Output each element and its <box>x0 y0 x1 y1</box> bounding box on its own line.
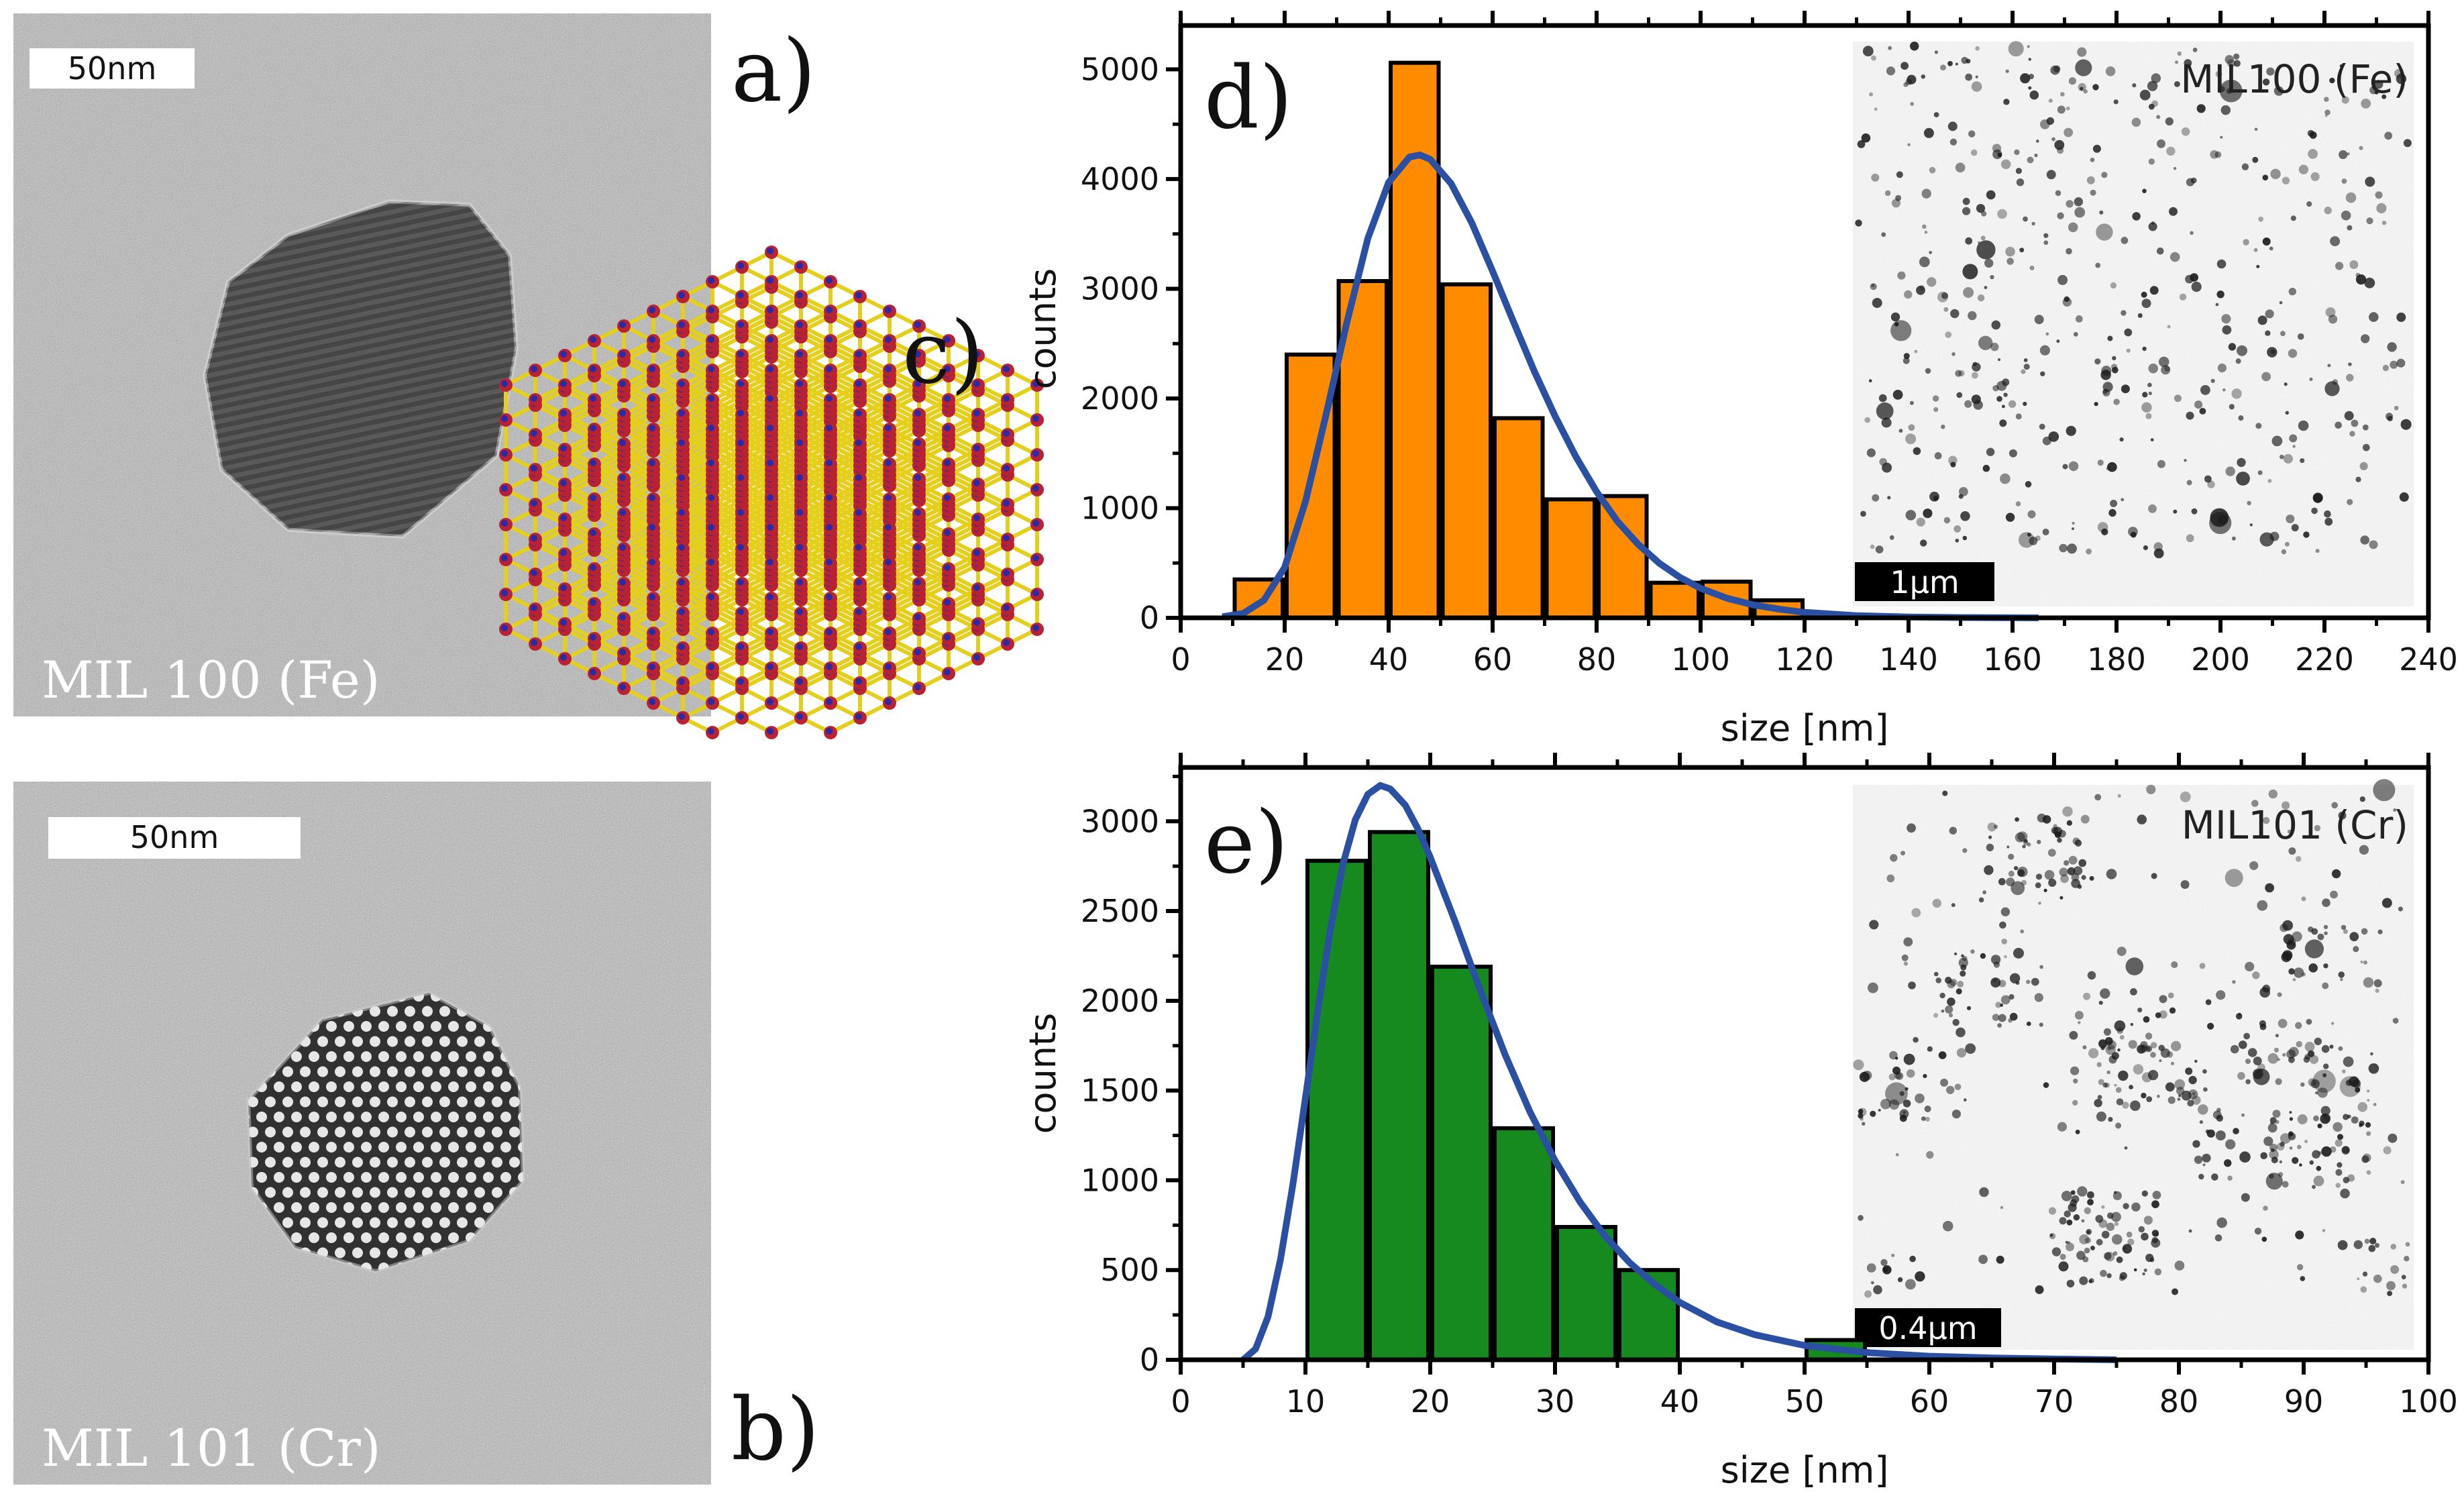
scalebar-a <box>30 48 195 89</box>
y-tick-label: 2000 <box>1081 983 1159 1019</box>
bar <box>1305 859 1368 1362</box>
x-tick-label: 10 <box>1286 1383 1326 1420</box>
fit-curve-e <box>1240 782 2117 1363</box>
y-tick-label: 4000 <box>1081 161 1159 197</box>
inset-scalebar-d-text: 1µm <box>1890 564 1959 600</box>
inset-scalebar-e-text: 0.4µm <box>1878 1310 1977 1346</box>
histogram-mil100-fe: 1µm MIL100 (Fe) 0 20 40 60 80 100 120 140 160 180… <box>1022 11 2458 749</box>
x-tick-label: 50 <box>1785 1383 1825 1420</box>
y-tick-label: 1500 <box>1081 1073 1159 1109</box>
inset-scalebar-e <box>1855 1308 2001 1347</box>
y-tick-label: 1000 <box>1081 1162 1159 1198</box>
inset-title-d: MIL100 (Fe) <box>2180 56 2408 102</box>
fit-curve-d <box>1222 152 2039 621</box>
inset-tem-mil101-cr: 0.4µm MIL101 (Cr) <box>1853 779 2414 1350</box>
bar <box>1493 416 1545 620</box>
x-tick-label: 240 <box>2399 641 2458 678</box>
panel-label-d: d) <box>1204 48 1293 148</box>
x-tick-label: 80 <box>2159 1383 2199 1420</box>
inset-tem-mil100-fe: 1µm MIL100 (Fe) <box>1853 41 2414 606</box>
bar <box>1430 965 1493 1362</box>
ticks-d: 0 20 40 60 80 100 120 140 160 180 200 220 240 0 1000 20… <box>1081 11 2458 678</box>
x-tick-label: 180 <box>2087 641 2146 678</box>
scalebar-b-text: 50nm <box>130 819 219 855</box>
x-tick-label: 40 <box>1660 1383 1700 1420</box>
y-tick-label: 2500 <box>1081 893 1159 929</box>
x-tick-label: 30 <box>1536 1383 1575 1420</box>
x-tick-label: 90 <box>2284 1383 2324 1420</box>
bars-e <box>1305 830 1867 1362</box>
scalebar-b <box>48 817 301 859</box>
histogram-mil101-cr: 0.4µm MIL101 (Cr) 0 10 20 30 40 50 60 70 80 90 100… <box>1022 753 2458 1491</box>
panel-label-e: e) <box>1204 793 1289 893</box>
bar <box>1597 494 1649 620</box>
x-tick-label: 100 <box>2399 1383 2458 1420</box>
bar <box>1617 1268 1680 1362</box>
y-tick-label: 0 <box>1140 600 1159 636</box>
ticks-e: 0 10 20 30 40 50 60 70 80 90 100050010001500200025… <box>1081 753 2458 1420</box>
panel-label-c: c) <box>902 303 984 403</box>
y-axis-title-e: counts <box>1022 1013 1064 1134</box>
tem-image-mil101-cr: 50nm MIL 101 (Cr) <box>13 782 711 1485</box>
x-tick-label: 80 <box>1577 641 1617 678</box>
x-tick-label: 70 <box>2035 1383 2074 1420</box>
x-axis-title-e: size [nm] <box>1721 1449 1889 1491</box>
bar <box>1544 497 1597 621</box>
bar <box>1555 1224 1617 1362</box>
caption-a: MIL 100 (Fe) <box>42 650 380 710</box>
y-tick-label: 1000 <box>1081 490 1159 526</box>
bar <box>1648 580 1701 620</box>
x-tick-label: 100 <box>1671 641 1730 678</box>
x-tick-label: 60 <box>1473 641 1513 678</box>
y-tick-label: 3000 <box>1081 270 1159 307</box>
bar <box>1389 60 1441 620</box>
x-tick-label: 220 <box>2295 641 2354 678</box>
x-axis-title-d: size [nm] <box>1721 707 1889 749</box>
y-tick-label: 3000 <box>1081 803 1159 839</box>
x-tick-label: 20 <box>1265 641 1305 678</box>
x-tick-label: 140 <box>1879 641 1938 678</box>
panel-label-a: a) <box>731 21 816 121</box>
x-tick-label: 160 <box>1983 641 2042 678</box>
y-tick-label: 500 <box>1100 1252 1159 1288</box>
x-tick-label: 0 <box>1171 1383 1190 1420</box>
x-tick-label: 40 <box>1369 641 1409 678</box>
y-tick-label: 5000 <box>1081 51 1159 87</box>
y-axis-title-d: counts <box>1022 268 1064 389</box>
caption-b: MIL 101 (Cr) <box>42 1418 380 1478</box>
bar <box>1368 830 1430 1362</box>
x-tick-label: 0 <box>1171 641 1190 678</box>
inset-scalebar-d <box>1855 562 1994 601</box>
x-tick-label: 20 <box>1411 1383 1450 1420</box>
x-tick-label: 120 <box>1775 641 1834 678</box>
x-tick-label: 60 <box>1910 1383 1949 1420</box>
y-tick-label: 2000 <box>1081 380 1159 417</box>
scalebar-a-text: 50nm <box>68 50 157 87</box>
bar <box>1493 1126 1555 1362</box>
inset-title-e: MIL101 (Cr) <box>2182 802 2408 848</box>
y-tick-label: 0 <box>1140 1342 1159 1378</box>
bar <box>1440 282 1493 620</box>
framework-lattice-model <box>499 246 1044 739</box>
x-tick-label: 200 <box>2191 641 2250 678</box>
panel-label-b: b) <box>731 1380 820 1480</box>
